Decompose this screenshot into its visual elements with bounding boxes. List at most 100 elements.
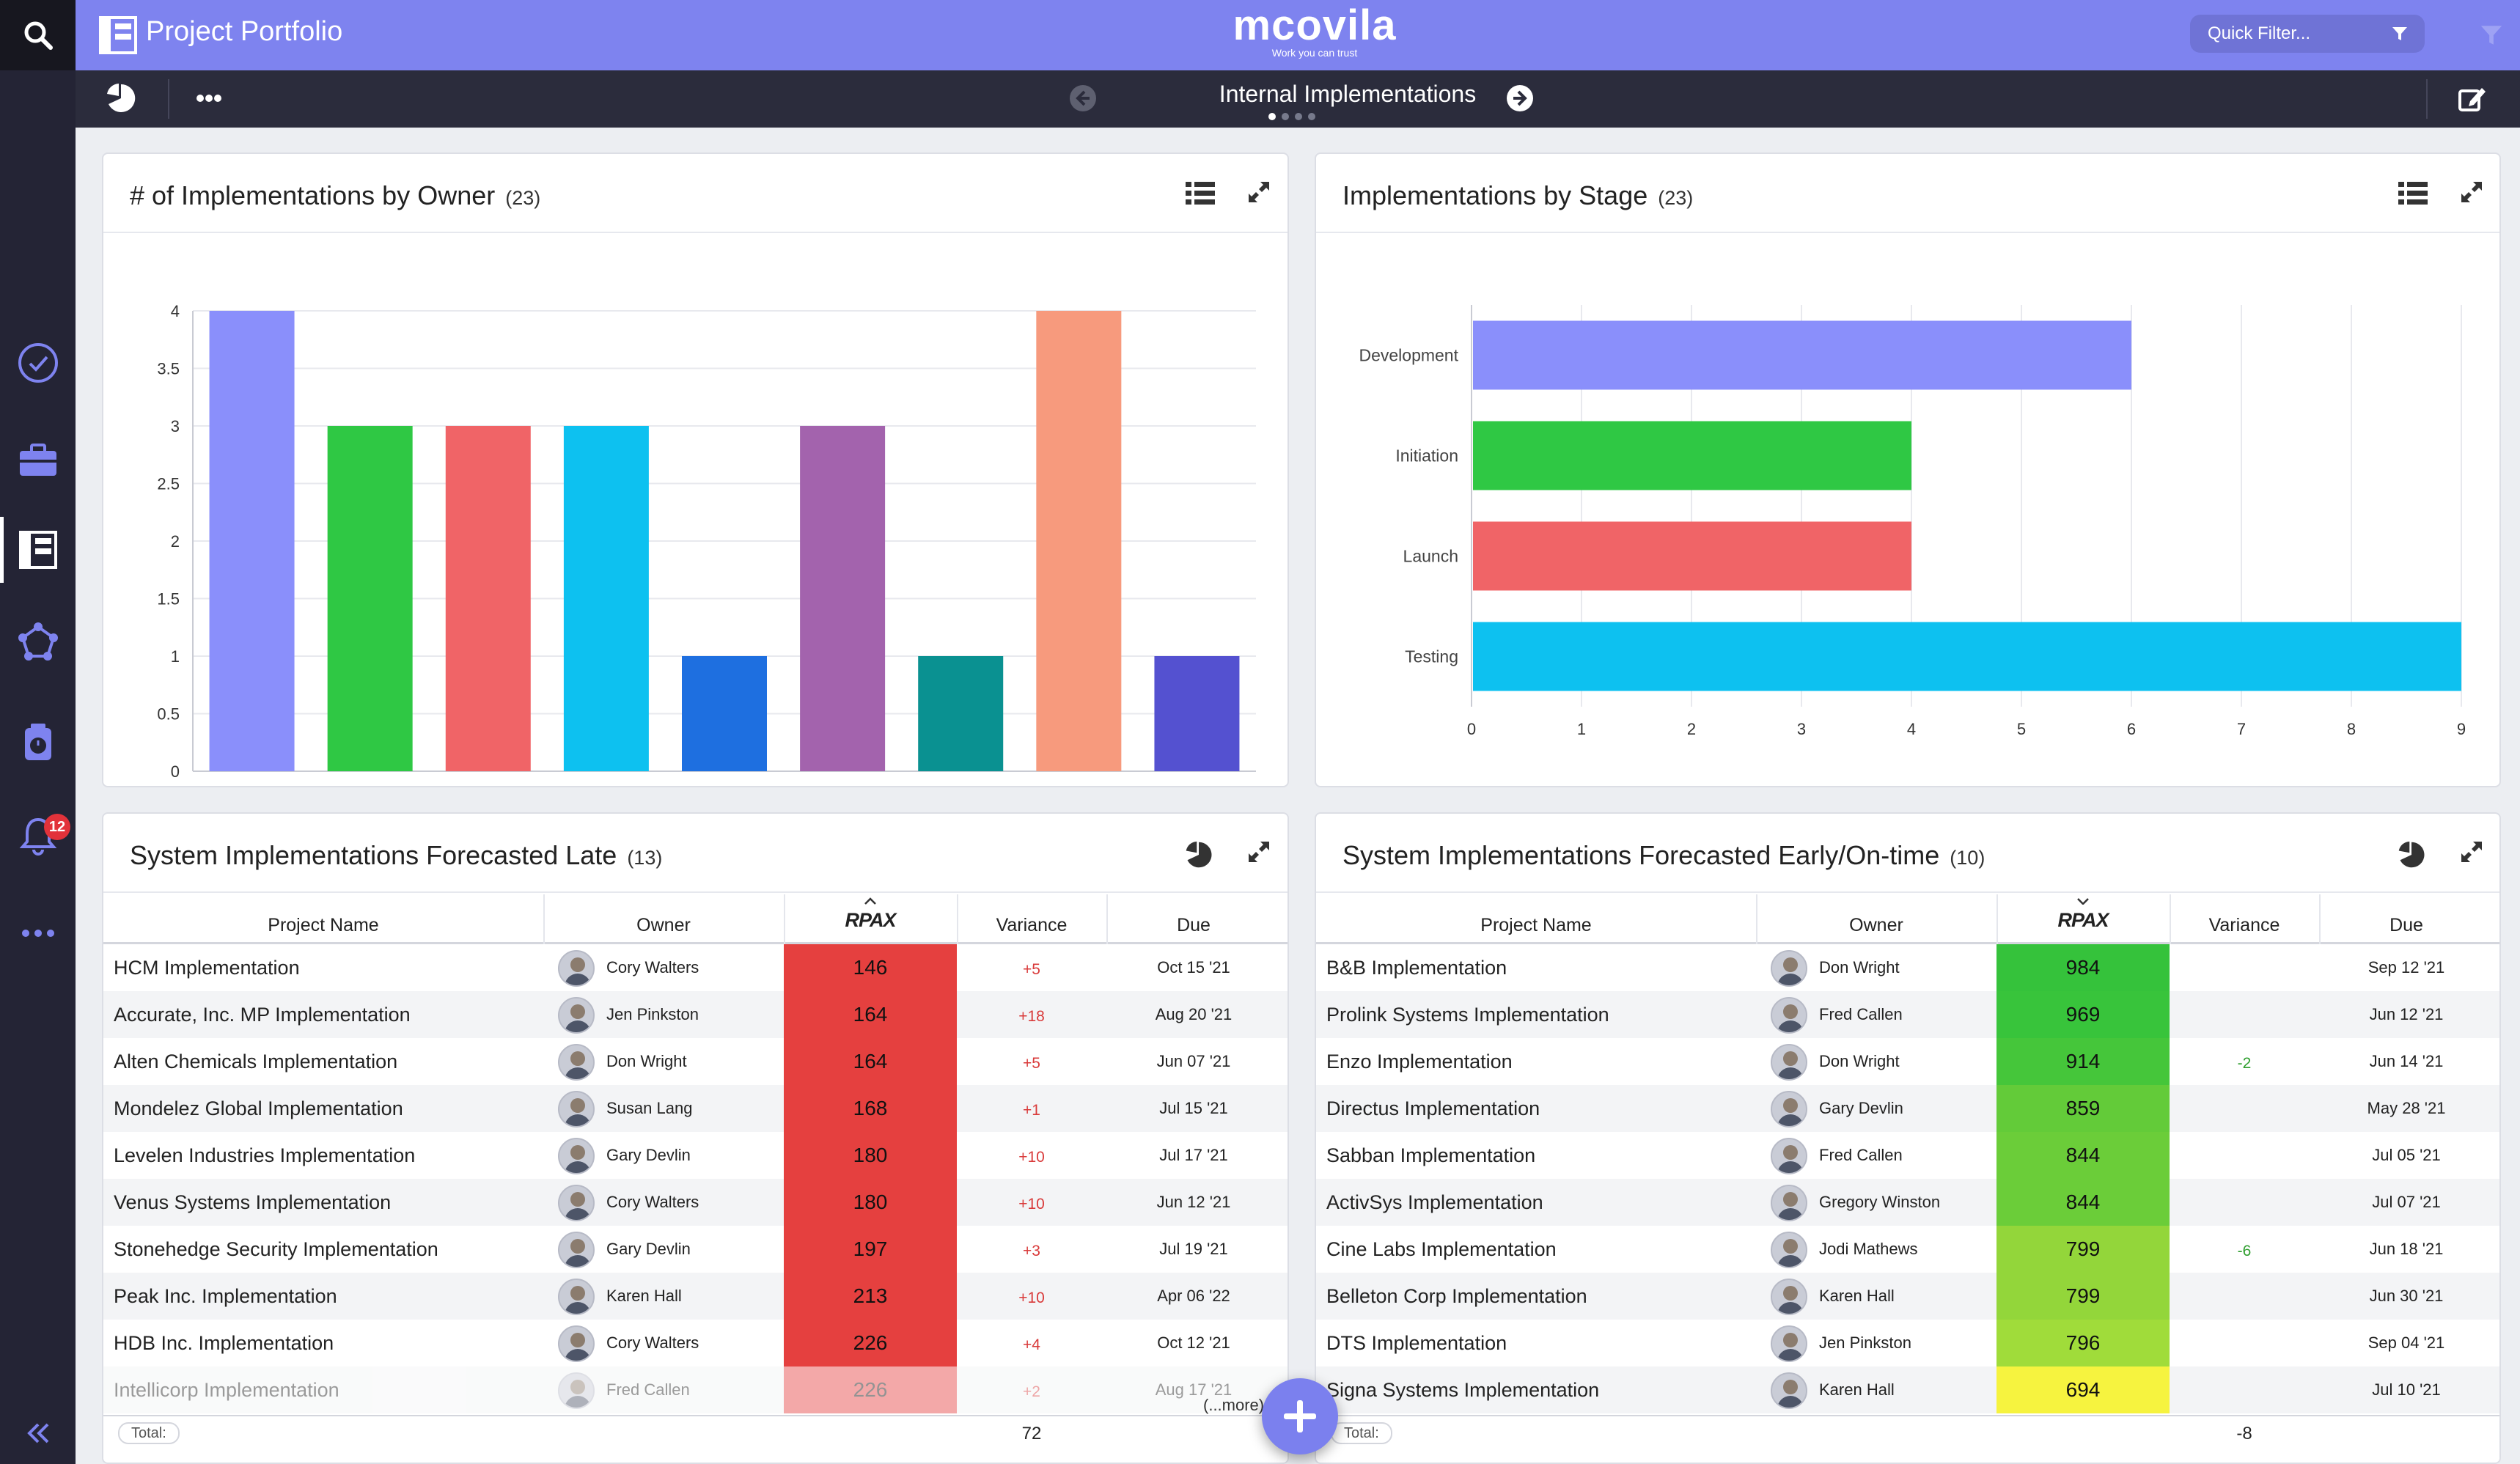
table-row[interactable]: Mondelez Global Implementation Susan Lang… (103, 1085, 1287, 1132)
rail-item-tasks[interactable] (0, 330, 76, 396)
owner-name[interactable]: Jen Pinkston (1819, 1334, 1911, 1352)
project-name[interactable]: Sabban Implementation (1326, 1144, 1536, 1166)
next-dashboard-button[interactable] (1505, 84, 1535, 117)
table-row[interactable]: Levelen Industries Implementation Gary De… (103, 1132, 1287, 1179)
bar-jen-pinkston[interactable] (800, 426, 886, 771)
table-row[interactable]: HDB Inc. Implementation Cory Walters 226 +4… (103, 1320, 1287, 1366)
owner-name[interactable]: Jodi Mathews (1819, 1240, 1918, 1258)
bar-cory-walters[interactable] (209, 311, 295, 771)
project-name[interactable]: Directus Implementation (1326, 1097, 1540, 1119)
owner-name[interactable]: Gary Devlin (606, 1240, 691, 1258)
table-row[interactable]: Prolink Systems Implementation Fred Calle… (1316, 991, 2499, 1038)
chart-view-button[interactable] (1184, 840, 1213, 873)
prev-dashboard-button[interactable] (1068, 84, 1098, 117)
table-row[interactable]: Alten Chemicals Implementation Don Wright… (103, 1038, 1287, 1085)
filter-panel-button[interactable] (2463, 0, 2520, 70)
table-row[interactable]: B&B Implementation Don Wright 984 Sep 12 '2… (1316, 944, 2499, 991)
expand-panel-button[interactable] (2460, 180, 2483, 207)
owner-name[interactable]: Cory Walters (606, 958, 699, 976)
table-row[interactable]: DTS Implementation Jen Pinkston 796 Sep 04 … (1316, 1320, 2499, 1366)
expand-panel-button[interactable] (1247, 180, 1271, 207)
chart-view-button[interactable] (2397, 840, 2426, 873)
bar-launch[interactable] (1473, 521, 1911, 591)
table-row[interactable]: Accurate, Inc. MP Implementation Jen Pink… (103, 991, 1287, 1038)
rail-item-network[interactable] (0, 610, 76, 676)
table-row[interactable]: Signa Systems Implementation Karen Hall 69… (1316, 1366, 2499, 1413)
owner-name[interactable]: Don Wright (606, 1052, 687, 1070)
table-row[interactable]: Stonehedge Security Implementation Gary D… (103, 1226, 1287, 1273)
page-dot[interactable] (1282, 113, 1289, 120)
project-name[interactable]: Intellicorp Implementation (114, 1379, 339, 1401)
bar-testing[interactable] (1473, 622, 2461, 691)
owner-name[interactable]: Jen Pinkston (606, 1005, 699, 1023)
table-row[interactable]: Venus Systems Implementation Cory Walters… (103, 1179, 1287, 1226)
owner-name[interactable]: Don Wright (1819, 1052, 1900, 1070)
owner-name[interactable]: Fred Callen (1819, 1005, 1903, 1023)
project-name[interactable]: Alten Chemicals Implementation (114, 1051, 398, 1073)
bar-gary-devlin[interactable] (563, 426, 649, 771)
bar-karen-hall[interactable] (1036, 311, 1122, 771)
owner-name[interactable]: Gregory Winston (1819, 1193, 1941, 1211)
page-dot[interactable] (1268, 113, 1276, 120)
rail-item-portfolio[interactable] (0, 517, 76, 583)
table-row[interactable]: Directus Implementation Gary Devlin 859 May… (1316, 1085, 2499, 1132)
edit-dashboard-button[interactable] (2457, 84, 2488, 118)
expand-panel-button[interactable] (2460, 840, 2483, 867)
project-name[interactable]: Enzo Implementation (1326, 1051, 1513, 1073)
column-header-due[interactable]: Due (2389, 915, 2423, 935)
search-button[interactable] (0, 0, 76, 70)
project-name[interactable]: Prolink Systems Implementation (1326, 1004, 1609, 1026)
owner-name[interactable]: Susan Lang (606, 1099, 693, 1117)
table-row[interactable]: ActivSys Implementation Gregory Winston 84… (1316, 1179, 2499, 1226)
owner-name[interactable]: Cory Walters (606, 1193, 699, 1211)
column-header-due[interactable]: Due (1177, 915, 1211, 935)
project-name[interactable]: HCM Implementation (114, 957, 300, 979)
list-view-button[interactable] (1186, 180, 1215, 210)
bar-initiation[interactable] (1473, 421, 1911, 490)
project-name[interactable]: Peak Inc. Implementation (114, 1285, 337, 1307)
project-name[interactable]: Levelen Industries Implementation (114, 1144, 416, 1166)
table-row[interactable]: Peak Inc. Implementation Karen Hall 213 +10… (103, 1273, 1287, 1320)
rail-item-more[interactable] (0, 900, 76, 966)
add-button[interactable] (1262, 1378, 1338, 1454)
owner-name[interactable]: Karen Hall (1819, 1380, 1895, 1399)
table-row[interactable]: Cine Labs Implementation Jodi Mathews 799 -… (1316, 1226, 2499, 1273)
project-name[interactable]: Cine Labs Implementation (1326, 1238, 1557, 1260)
rail-item-projects[interactable] (0, 427, 76, 493)
column-header-name[interactable]: Project Name (1480, 915, 1592, 935)
bar-fred-callen[interactable] (445, 426, 531, 771)
table-row[interactable]: Belleton Corp Implementation Karen Hall 79… (1316, 1273, 2499, 1320)
bar-development[interactable] (1473, 320, 2131, 390)
project-name[interactable]: HDB Inc. Implementation (114, 1332, 334, 1354)
project-name[interactable]: Signa Systems Implementation (1326, 1379, 1600, 1401)
bar-don-wright[interactable] (327, 426, 413, 771)
more-link[interactable]: (...more) (1203, 1396, 1265, 1414)
project-name[interactable]: ActivSys Implementation (1326, 1191, 1543, 1213)
chart-view-button[interactable] (105, 82, 137, 118)
column-header-variance[interactable]: Variance (2208, 915, 2280, 935)
table-row[interactable]: Enzo Implementation Don Wright 914 -2 Jun 14… (1316, 1038, 2499, 1085)
column-header-rpax[interactable]: RPAX (2057, 909, 2109, 931)
column-header-owner[interactable]: Owner (1849, 915, 1903, 935)
project-name[interactable]: Accurate, Inc. MP Implementation (114, 1004, 411, 1026)
project-name[interactable]: DTS Implementation (1326, 1332, 1507, 1354)
column-header-variance[interactable]: Variance (996, 915, 1068, 935)
rail-item-timesheet[interactable] (0, 710, 76, 776)
owner-name[interactable]: Cory Walters (606, 1334, 699, 1352)
project-name[interactable]: Stonehedge Security Implementation (114, 1238, 438, 1260)
project-name[interactable]: B&B Implementation (1326, 957, 1507, 979)
expand-panel-button[interactable] (1247, 840, 1271, 867)
column-header-owner[interactable]: Owner (636, 915, 691, 935)
quick-filter-dropdown[interactable]: Quick Filter... (2190, 15, 2425, 53)
table-row[interactable]: HCM Implementation Cory Walters 146 +5 Oct 1… (103, 944, 1287, 991)
owner-name[interactable]: Fred Callen (606, 1380, 690, 1399)
column-header-rpax[interactable]: RPAX (845, 909, 896, 931)
project-name[interactable]: Mondelez Global Implementation (114, 1097, 403, 1119)
project-name[interactable]: Venus Systems Implementation (114, 1191, 392, 1213)
bar-susan-lang[interactable] (1154, 656, 1240, 771)
list-view-button[interactable] (2398, 180, 2428, 210)
bar-jodi-mathews[interactable] (918, 656, 1004, 771)
project-name[interactable]: Belleton Corp Implementation (1326, 1285, 1587, 1307)
owner-name[interactable]: Fred Callen (1819, 1146, 1903, 1164)
owner-name[interactable]: Gary Devlin (1819, 1099, 1903, 1117)
